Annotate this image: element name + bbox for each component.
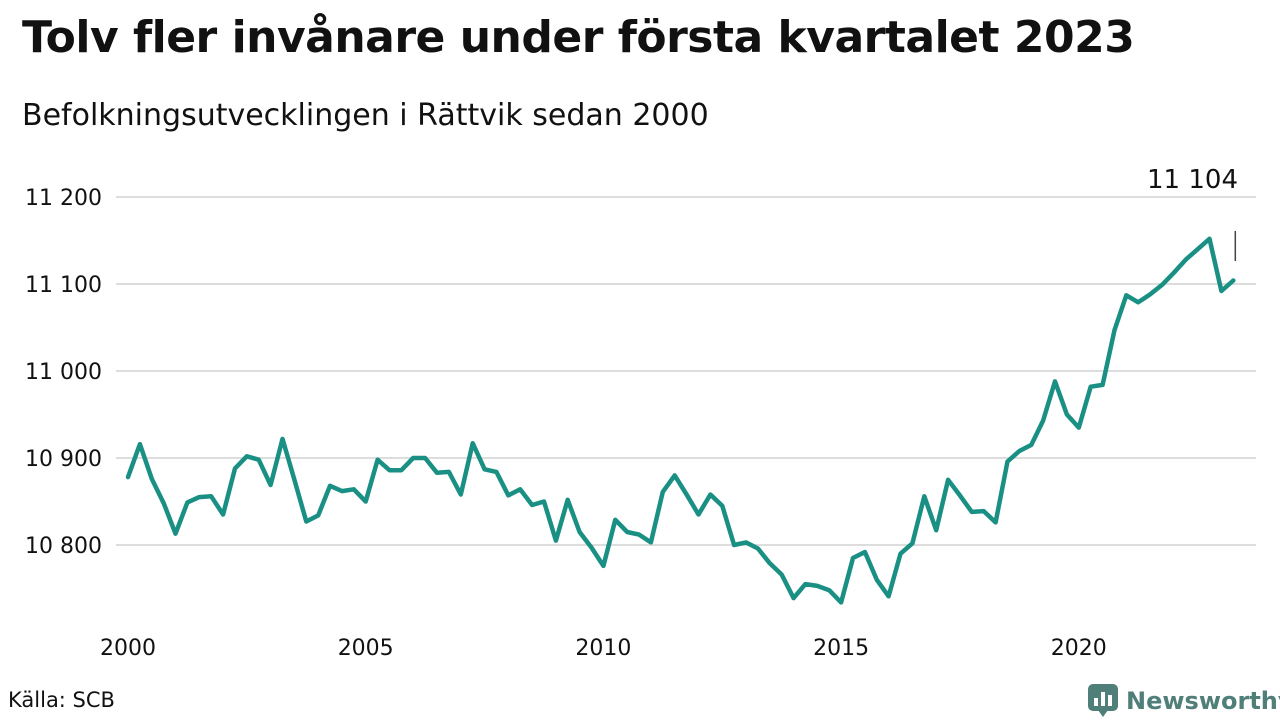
brand-name: Newsworthy <box>1126 687 1280 715</box>
y-tick-label: 11 100 <box>25 273 102 298</box>
x-tick-label: 2010 <box>575 636 631 661</box>
chart-title: Tolv fler invånare under första kvartale… <box>22 12 1135 63</box>
x-tick-label: 2000 <box>100 636 156 661</box>
brand-logo: Newsworthy <box>1088 684 1280 718</box>
bar-chart-logo-icon <box>1088 684 1118 717</box>
source-note: Källa: SCB <box>8 688 115 712</box>
population-line <box>125 236 1236 605</box>
x-tick-label: 2020 <box>1051 636 1107 661</box>
x-tick-label: 2005 <box>338 636 394 661</box>
y-tick-label: 11 000 <box>25 360 102 385</box>
last-value-label: 11 104 <box>1147 165 1238 195</box>
y-tick-label: 10 900 <box>25 447 102 472</box>
y-tick-label: 10 800 <box>25 534 102 559</box>
x-tick-label: 2015 <box>813 636 869 661</box>
y-tick-label: 11 200 <box>25 186 102 211</box>
chart-subtitle: Befolkningsutvecklingen i Rättvik sedan … <box>22 98 709 133</box>
